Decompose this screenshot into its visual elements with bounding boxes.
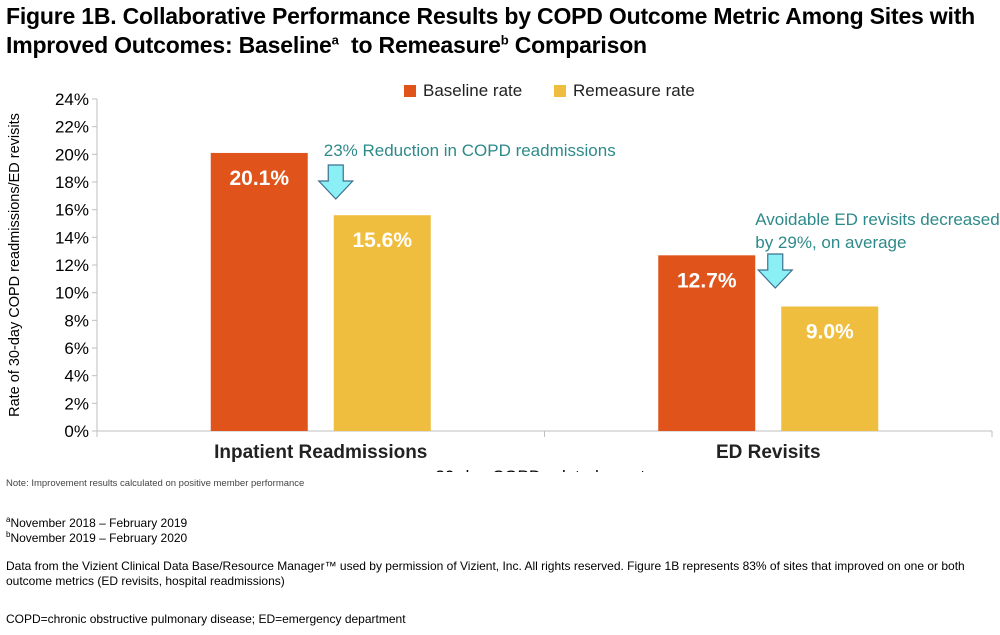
bar-data-label: 15.6%	[352, 229, 412, 252]
abbreviations-footnote: COPD=chronic obstructive pulmonary disea…	[6, 612, 406, 626]
x-axis-title: 30-day COPD-related events	[435, 467, 653, 472]
legend-label: Remeasure rate	[573, 81, 695, 100]
y-tick-label: 8%	[64, 311, 89, 330]
bar-baseline-1	[658, 255, 756, 431]
y-tick-label: 12%	[55, 256, 89, 275]
x-category-label: ED Revisits	[716, 442, 821, 463]
title-baseline-text: Improved Outcomes: Baseline	[6, 32, 332, 58]
bar-remeasure-0	[333, 215, 431, 431]
legend-label: Baseline rate	[423, 81, 522, 100]
title-remeasure-text: to Remeasure	[338, 32, 501, 58]
annotation-readmissions: 23% Reduction in COPD readmissions	[324, 141, 616, 160]
y-tick-label: 14%	[55, 228, 89, 247]
y-tick-label: 16%	[55, 201, 89, 220]
chart-note: Note: Improvement results calculated on …	[6, 478, 305, 489]
y-tick-label: 10%	[55, 284, 89, 303]
bar-data-label: 12.7%	[677, 269, 737, 292]
legend-swatch	[404, 85, 416, 97]
y-tick-label: 4%	[64, 367, 89, 386]
y-tick-label: 22%	[55, 118, 89, 137]
title-comparison-text: Comparison	[508, 32, 647, 58]
data-source-footnote: Data from the Vizient Clinical Data Base…	[6, 559, 965, 588]
title-line-1: Figure 1B. Collaborative Performance Res…	[6, 3, 975, 29]
y-tick-label: 20%	[55, 145, 89, 164]
footnote-a: aNovember 2018 – February 2019	[6, 512, 187, 531]
bar-baseline-0	[210, 152, 308, 431]
y-tick-label: 24%	[55, 90, 89, 109]
footnote-b: bNovember 2019 – February 2020	[6, 527, 187, 546]
y-tick-label: 18%	[55, 173, 89, 192]
y-tick-label: 2%	[64, 394, 89, 413]
footnote-b-mark: b	[6, 530, 11, 539]
down-arrow-icon	[317, 164, 355, 200]
annotation-ed-revisits-line-1: Avoidable ED revisits decreased	[755, 210, 999, 229]
annotation-ed-revisits-line-2: by 29%, on average	[755, 233, 906, 252]
footnote-a-mark: a	[6, 515, 11, 524]
title-superscript-a: a	[331, 32, 339, 48]
footnote-a-text: November 2018 – February 2019	[10, 516, 188, 530]
x-category-label: Inpatient Readmissions	[214, 442, 427, 463]
title-superscript-b: b	[500, 32, 509, 48]
bar-chart: 0% 2% 4% 6% 8% 10% 12% 14% 16% 18% 20% 22% 24% Rate o…	[7, 81, 1000, 472]
y-tick-label: 0%	[64, 422, 89, 441]
y-axis-title: Rate of 30-day COPD readmissions/ED revi…	[7, 113, 23, 417]
bar-data-label: 20.1%	[229, 167, 289, 190]
y-tick-label: 6%	[64, 339, 89, 358]
figure-title: Figure 1B. Collaborative Performance Res…	[6, 2, 996, 60]
legend-swatch	[554, 85, 566, 97]
title-line-2: Improved Outcomes: Baselinea to Remeasur…	[6, 31, 996, 60]
bar-remeasure-1	[781, 306, 879, 431]
footnote-b-text: November 2019 – February 2020	[10, 531, 188, 545]
down-arrow-icon	[756, 253, 794, 289]
bar-data-label: 9.0%	[806, 321, 854, 344]
